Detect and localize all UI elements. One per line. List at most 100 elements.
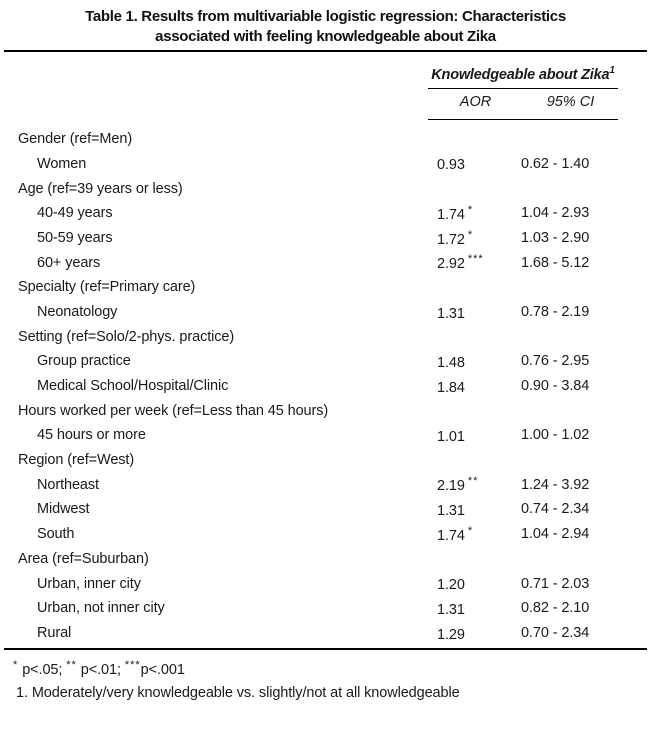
significance-note: * p<.05; ** p<.01; ***p<.001 — [13, 659, 185, 679]
aor-cell: 1.29 — [437, 624, 521, 642]
aor-value: 2.19 — [437, 478, 465, 495]
aor-cell — [437, 278, 521, 297]
aor-cell — [437, 549, 521, 568]
table-row: Setting (ref=Solo/2-phys. practice) — [0, 324, 651, 349]
row-label: Hours worked per week (ref=Less than 45 … — [18, 402, 329, 419]
top-rule — [4, 50, 647, 52]
column-headers: AOR 95% CI — [428, 89, 618, 116]
column-header-rule — [428, 118, 618, 120]
table-row: Area (ref=Suburban) — [0, 547, 651, 572]
table-title: Table 1. Results from multivariable logi… — [0, 0, 651, 47]
row-label: 45 hours or more — [37, 427, 146, 444]
aor-cell: 2.19 ** — [437, 475, 521, 494]
table-row: Specialty (ref=Primary care) — [0, 275, 651, 300]
table-row: 50-59 years 1.72 * 1.03 - 2.90 — [0, 226, 651, 251]
table-row: Age (ref=39 years or less) — [0, 176, 651, 201]
table-title-line1: Table 1. Results from multivariable logi… — [85, 8, 566, 25]
aor-cell: 1.74 * — [437, 525, 521, 544]
aor-stars: ** — [467, 475, 479, 488]
row-label: Group practice — [37, 353, 131, 370]
aor-cell: 1.48 — [437, 352, 521, 371]
row-label: Urban, inner city — [37, 575, 141, 592]
table-row: South 1.74 * 1.04 - 2.94 — [0, 522, 651, 547]
ci-value: 0.71 - 2.03 — [521, 575, 590, 592]
aor-value: 1.31 — [437, 601, 465, 618]
aor-value: 1.72 — [437, 231, 465, 248]
row-label: 50-59 years — [37, 229, 113, 246]
ci-value: 0.82 - 2.10 — [521, 600, 590, 617]
aor-column-header: AOR — [459, 94, 492, 111]
row-label: 60+ years — [37, 254, 101, 271]
definition-note: 1. Moderately/very knowledgeable vs. sli… — [16, 685, 460, 702]
aor-value: 1.74 — [437, 527, 465, 544]
ci-value: 1.04 - 2.93 — [521, 205, 590, 222]
aor-value: 1.48 — [437, 354, 465, 371]
ci-value: 1.00 - 1.02 — [521, 427, 590, 444]
row-label: Specialty (ref=Primary care) — [18, 279, 196, 296]
aor-cell — [437, 179, 521, 198]
aor-cell: 1.01 — [437, 426, 521, 445]
footnotes: * p<.05; ** p<.01; ***p<.001 1. Moderate… — [0, 655, 651, 704]
row-label: Setting (ref=Solo/2-phys. practice) — [18, 328, 235, 345]
aor-cell: 1.74 * — [437, 204, 521, 223]
table-row: Women 0.93 0.62 - 1.40 — [0, 152, 651, 177]
aor-cell: 1.31 — [437, 303, 521, 322]
ci-value: 1.03 - 2.90 — [521, 229, 590, 246]
row-label: Medical School/Hospital/Clinic — [37, 378, 229, 395]
ci-value: 0.78 - 2.19 — [521, 303, 590, 320]
aor-cell — [437, 327, 521, 346]
aor-value: 1.31 — [437, 305, 465, 322]
table-row: Medical School/Hospital/Clinic 1.84 0.90… — [0, 374, 651, 399]
aor-value: 1.01 — [437, 428, 465, 445]
ci-value: 0.70 - 2.34 — [521, 624, 590, 641]
row-label: Rural — [37, 624, 72, 641]
row-label: Area (ref=Suburban) — [18, 550, 149, 567]
row-label: South — [37, 526, 75, 543]
footnote-marker: 1 — [609, 65, 615, 76]
row-label: 40-49 years — [37, 205, 113, 222]
ci-value: 1.04 - 2.94 — [521, 526, 590, 543]
table-row: Rural 1.29 0.70 - 2.34 — [0, 621, 651, 646]
table-row: Neonatology 1.31 0.78 - 2.19 — [0, 300, 651, 325]
aor-stars: * — [467, 524, 474, 537]
aor-cell: 1.31 — [437, 599, 521, 618]
aor-cell: 1.84 — [437, 377, 521, 396]
aor-cell: 1.20 — [437, 574, 521, 593]
table-row: Region (ref=West) — [0, 448, 651, 473]
row-label: Midwest — [37, 501, 90, 518]
spanner-rule — [428, 87, 618, 89]
table-row: Gender (ref=Men) — [0, 127, 651, 152]
table-body: Gender (ref=Men) Women 0.93 0.62 - 1.40 … — [0, 127, 651, 645]
table-row: 40-49 years 1.74 * 1.04 - 2.93 — [0, 201, 651, 226]
row-label: Neonatology — [37, 303, 118, 320]
table-row: Urban, not inner city 1.31 0.82 - 2.10 — [0, 596, 651, 621]
row-label: Urban, not inner city — [37, 600, 165, 617]
aor-stars: * — [467, 203, 474, 216]
aor-cell: 2.92 *** — [437, 253, 521, 272]
spanner-label-text: Knowledgeable about Zika — [431, 66, 610, 83]
table-row: Midwest 1.31 0.74 - 2.34 — [0, 497, 651, 522]
aor-value: 2.92 — [437, 256, 465, 273]
aor-stars: * — [467, 228, 474, 241]
row-label: Region (ref=West) — [18, 452, 135, 469]
row-label: Gender (ref=Men) — [18, 131, 133, 148]
aor-cell: 0.93 — [437, 154, 521, 173]
aor-cell — [437, 451, 521, 470]
aor-value: 1.31 — [437, 502, 465, 519]
ci-value: 1.24 - 3.92 — [521, 476, 590, 493]
table-title-line2: associated with feeling knowledgeable ab… — [155, 28, 496, 45]
aor-stars: *** — [467, 253, 484, 266]
table-row: Urban, inner city 1.20 0.71 - 2.03 — [0, 571, 651, 596]
aor-cell — [437, 130, 521, 149]
aor-value: 1.84 — [437, 379, 465, 396]
ci-value: 0.62 - 1.40 — [521, 155, 590, 172]
table-row: Northeast 2.19 ** 1.24 - 3.92 — [0, 472, 651, 497]
ci-column-header: 95% CI — [546, 94, 595, 111]
ci-value: 0.90 - 3.84 — [521, 378, 590, 395]
row-label: Age (ref=39 years or less) — [18, 180, 183, 197]
table-row: 60+ years 2.92 *** 1.68 - 5.12 — [0, 250, 651, 275]
spanner-label: Knowledgeable about Zika1 — [428, 52, 618, 85]
ci-value: 1.68 - 5.12 — [521, 254, 590, 271]
table-row: Hours worked per week (ref=Less than 45 … — [0, 398, 651, 423]
